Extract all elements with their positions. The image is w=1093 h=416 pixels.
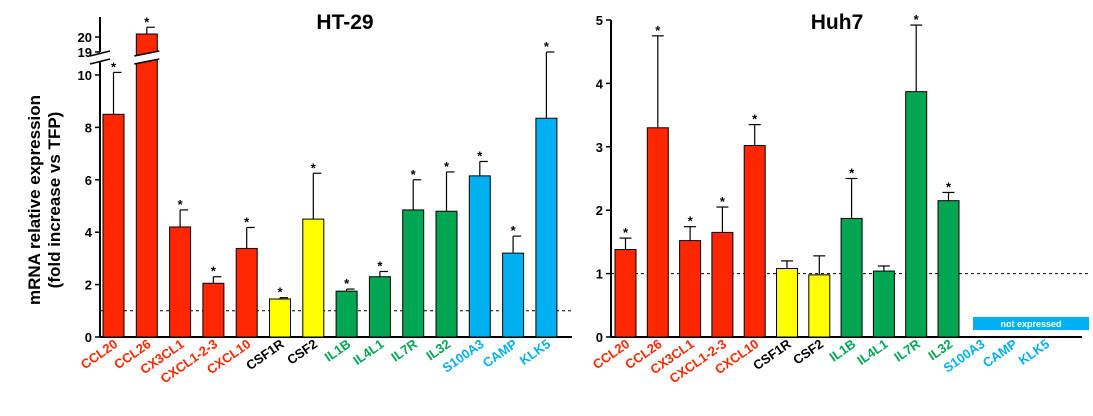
category-label-csf1r: CSF1R — [243, 336, 287, 373]
bar-cxcl1-2-3 — [202, 282, 225, 338]
significance-star: * — [277, 285, 283, 300]
bar-il32 — [937, 200, 960, 338]
significance-star: * — [211, 264, 217, 279]
category-label-csf2: CSF2 — [790, 336, 826, 367]
bar-s100a3 — [468, 175, 491, 338]
bar-break-mark — [134, 50, 160, 57]
significance-star: * — [244, 214, 250, 229]
significance-star: * — [946, 179, 952, 194]
significance-star: * — [544, 39, 550, 54]
bar-csf1r — [776, 268, 798, 338]
significance-star: * — [511, 223, 517, 238]
bar-il4l1 — [368, 276, 391, 338]
bar-cx3cl1 — [169, 226, 192, 338]
bar-il1b — [840, 217, 863, 338]
axis-break-mark — [89, 50, 111, 57]
significance-star: * — [655, 23, 661, 38]
bar-csf1r — [269, 298, 291, 338]
bar-csf2 — [302, 218, 325, 338]
bar-il32 — [435, 210, 458, 338]
y-tick-label: 4 — [596, 76, 604, 91]
y-tick-label: 5 — [596, 13, 603, 28]
category-label-il1b: IL1B — [827, 336, 859, 364]
category-label-camp: CAMP — [980, 336, 1020, 370]
significance-star: * — [688, 214, 694, 229]
y-tick-label: 6 — [85, 173, 92, 188]
category-label-il1b: IL1B — [322, 336, 354, 364]
y-tick-label: 1 — [596, 267, 603, 282]
significance-star: * — [720, 194, 726, 209]
y-tick-label: 0 — [85, 330, 92, 345]
bar-cxcl10 — [235, 247, 258, 338]
bar-ccl26 — [646, 127, 669, 338]
bar-camp — [502, 252, 525, 338]
chart-huh7: Huh7 012345*CCL20*CCL26*CX3CL1*CXCL1-2-3… — [590, 11, 1090, 386]
not-expressed-label: not expressed — [1000, 319, 1061, 329]
significance-star: * — [914, 12, 920, 27]
significance-star: * — [849, 166, 855, 181]
bar-break-mark — [134, 58, 160, 65]
y-tick-label: 0 — [596, 330, 603, 345]
significance-star: * — [752, 112, 758, 127]
category-label-il4l1: IL4L1 — [854, 336, 890, 368]
category-label-csf1r: CSF1R — [750, 336, 794, 373]
significance-star: * — [444, 159, 450, 174]
significance-star: * — [411, 167, 417, 182]
category-label-klk5: KLK5 — [1016, 336, 1052, 368]
chart-title-huh7: Huh7 — [811, 11, 864, 34]
bar-il7r — [905, 91, 928, 338]
significance-star: * — [111, 59, 117, 74]
y-tick-label: 4 — [85, 225, 93, 240]
category-label-klk5: KLK5 — [517, 336, 553, 368]
y-tick-label: 3 — [596, 140, 603, 155]
bar-csf2 — [808, 274, 831, 338]
significance-star: * — [178, 197, 184, 212]
chart-ht29: HT-29 02468101920*CCL20*CCL26*CX3CL1*CXC… — [78, 11, 572, 386]
bar-cx3cl1 — [679, 240, 702, 338]
significance-star: * — [477, 148, 483, 163]
category-label-camp: CAMP — [480, 336, 520, 370]
bar-ccl26 — [135, 33, 158, 338]
bar-ccl20 — [614, 249, 637, 338]
y-tick-label: 20 — [78, 30, 92, 45]
not-expressed-box — [973, 317, 1089, 330]
significance-star: * — [623, 225, 629, 240]
y-tick-label: 10 — [78, 68, 92, 83]
bar-break-gap — [134, 51, 160, 64]
bar-il7r — [402, 209, 425, 338]
y-tick-label: 19 — [78, 45, 92, 60]
axis-break-mark — [89, 58, 111, 65]
bar-cxcl1-2-3 — [711, 231, 734, 338]
bar-ccl20 — [102, 113, 125, 338]
bar-klk5 — [535, 117, 558, 338]
category-label-il7r: IL7R — [891, 336, 923, 365]
significance-star: * — [344, 276, 350, 291]
category-label-il4l1: IL4L1 — [350, 336, 386, 368]
significance-star: * — [144, 14, 150, 29]
y-axis-title-line2: (fold increase vs TFP) — [45, 112, 64, 289]
bar-il4l1 — [872, 270, 895, 338]
y-axis-title-line1: mRNA relative expression — [25, 95, 44, 305]
y-tick-label: 2 — [85, 278, 92, 293]
category-label-csf2: CSF2 — [284, 336, 320, 367]
chart-title-ht29: HT-29 — [316, 11, 373, 34]
bar-cxcl10 — [743, 145, 766, 338]
y-axis-title: mRNA relative expression (fold increase … — [25, 95, 64, 305]
significance-star: * — [377, 259, 383, 274]
bar-il1b — [335, 290, 358, 338]
y-tick-label: 8 — [85, 120, 92, 135]
y-tick-label: 2 — [596, 203, 603, 218]
significance-star: * — [311, 160, 317, 175]
category-label-il7r: IL7R — [388, 336, 420, 365]
